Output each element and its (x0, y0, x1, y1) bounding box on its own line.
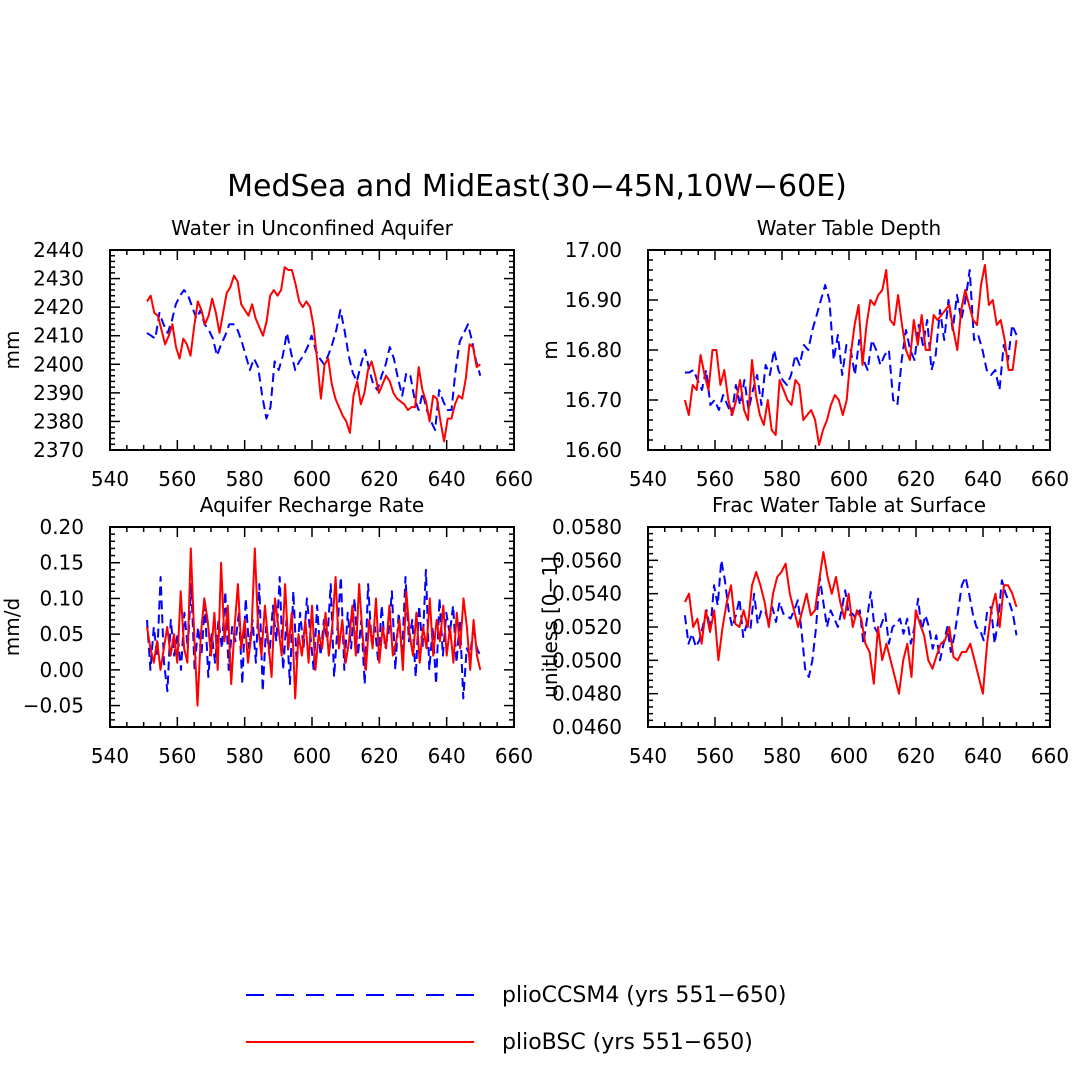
x-tick-label: 660 (495, 467, 533, 491)
x-tick-label: 540 (91, 744, 129, 768)
y-tick-label: 16.60 (565, 438, 622, 462)
legend-label-ccsm4: plioCCSM4 (yrs 551−650) (502, 983, 786, 1008)
y-tick-label: −0.05 (23, 694, 84, 718)
series-line-plioccsm4 (146, 568, 482, 700)
y-tick-label: 2440 (33, 238, 84, 262)
x-tick-label: 600 (293, 744, 331, 768)
x-tick-label: 660 (1031, 467, 1069, 491)
x-tick-label: 620 (897, 467, 935, 491)
y-tick-label: 2370 (33, 438, 84, 462)
x-tick-label: 600 (830, 467, 868, 491)
y-tick-label: 16.70 (565, 388, 622, 412)
y-tick-label: 0.05 (39, 622, 84, 646)
y-axis-label: unitless [0−1] (538, 556, 562, 698)
x-tick-label: 580 (763, 744, 801, 768)
x-tick-label: 580 (226, 467, 264, 491)
legend-label-bsc: plioBSC (yrs 551−650) (502, 1030, 753, 1055)
x-tick-label: 640 (428, 467, 466, 491)
y-axis-label: mm/d (0, 598, 24, 656)
series-line-pliobsc (683, 264, 1018, 446)
y-tick-label: 2410 (33, 324, 84, 348)
y-tick-label: 0.0480 (552, 682, 622, 706)
y-tick-label: 0.0520 (552, 615, 622, 639)
x-tick-label: 600 (293, 467, 331, 491)
x-tick-label: 560 (158, 744, 196, 768)
x-tick-label: 540 (91, 467, 129, 491)
x-tick-label: 600 (830, 744, 868, 768)
y-tick-label: 0.0460 (552, 715, 622, 739)
x-tick-label: 560 (696, 744, 734, 768)
y-tick-label: 0.15 (39, 551, 84, 575)
x-tick-label: 640 (964, 744, 1002, 768)
panel-recharge-rate: Aquifer Recharge Rate mm/d 540 560 580 600 620… (0, 493, 533, 768)
panel-title: Water in Unconfined Aquifer (171, 216, 454, 240)
y-tick-label: 0.0500 (552, 648, 622, 672)
x-tick-label: 660 (1031, 744, 1069, 768)
x-tick-label: 620 (360, 744, 398, 768)
x-tick-label: 660 (495, 744, 533, 768)
y-tick-label: 2400 (33, 352, 84, 376)
series-line-pliobsc (146, 547, 482, 707)
series-line-plioccsm4 (684, 269, 1018, 416)
x-tick-label: 580 (763, 467, 801, 491)
series-line-pliobsc (146, 266, 481, 443)
y-tick-label: 16.90 (565, 288, 622, 312)
panel-title: Frac Water Table at Surface (712, 493, 986, 517)
x-tick-label: 620 (897, 744, 935, 768)
y-axis-label: mm (0, 331, 24, 370)
y-tick-label: 2390 (33, 381, 84, 405)
panel-frac-water-table: Frac Water Table at Surface unitless [0−1… (538, 493, 1069, 768)
y-tick-label: 16.80 (565, 338, 622, 362)
x-tick-label: 560 (696, 467, 734, 491)
y-tick-label: 2430 (33, 267, 84, 291)
y-tick-label: 2380 (33, 409, 84, 433)
figure-title: MedSea and MidEast(30−45N,10W−60E) (227, 169, 847, 204)
y-tick-label: 0.20 (39, 515, 84, 539)
legend: plioCCSM4 (yrs 551−650) plioBSC (yrs 551… (246, 983, 786, 1055)
y-tick-label: 0.00 (39, 658, 84, 682)
plot-frame (647, 249, 1051, 451)
panel-aquifer-water: Water in Unconfined Aquifer mm 540 560 580 60… (0, 216, 533, 491)
series-line-plioccsm4 (146, 289, 482, 431)
y-tick-label: 0.0560 (552, 548, 622, 572)
panel-title: Water Table Depth (757, 216, 941, 240)
x-tick-label: 560 (158, 467, 196, 491)
panel-title: Aquifer Recharge Rate (200, 493, 425, 517)
x-tick-label: 620 (360, 467, 398, 491)
y-tick-label: 17.00 (565, 238, 622, 262)
y-tick-label: 2420 (33, 295, 84, 319)
x-tick-label: 640 (428, 744, 466, 768)
x-tick-label: 540 (629, 467, 667, 491)
x-tick-label: 640 (964, 467, 1002, 491)
y-tick-label: 0.10 (39, 586, 84, 610)
y-tick-label: 0.0540 (552, 582, 622, 606)
y-tick-label: 0.0580 (552, 515, 622, 539)
y-axis-label: m (538, 340, 562, 359)
panel-water-table-depth: Water Table Depth m 540 560 580 600 620 640 660 1… (538, 216, 1069, 491)
plot-frame (109, 249, 515, 451)
x-tick-label: 540 (629, 744, 667, 768)
series-line-pliobsc (684, 551, 1018, 695)
x-tick-label: 580 (226, 744, 264, 768)
